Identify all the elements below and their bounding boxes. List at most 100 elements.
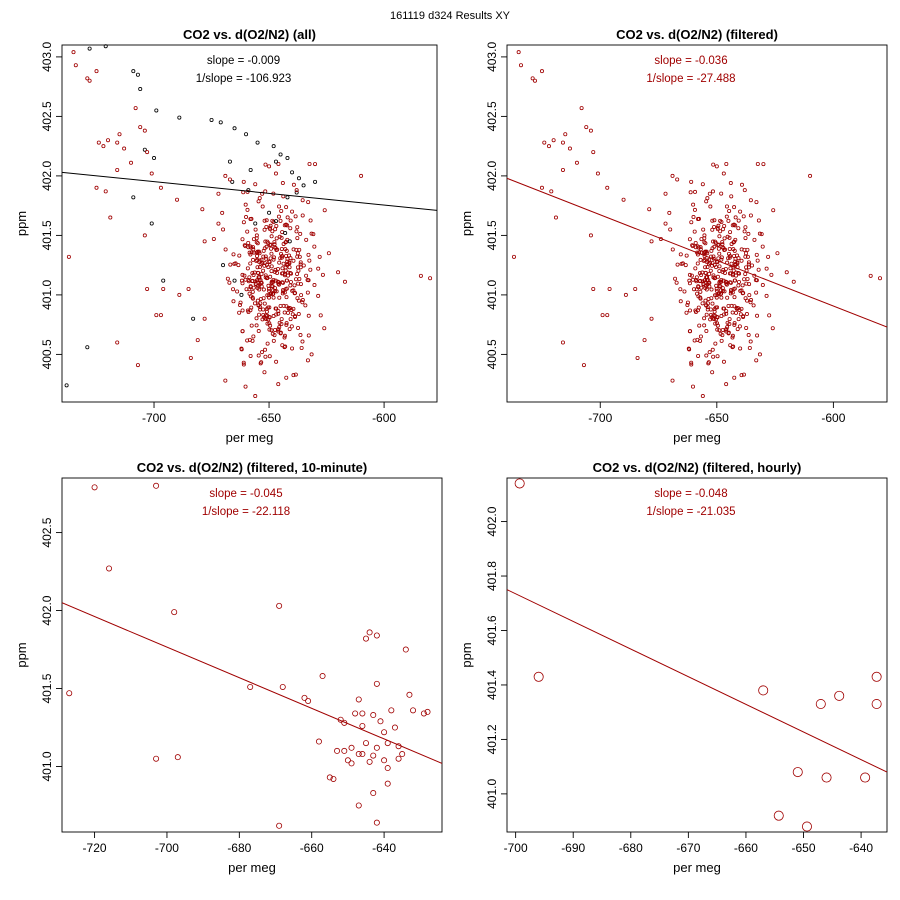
data-point <box>280 266 285 271</box>
data-point-excluded <box>290 170 295 175</box>
data-point <box>718 291 723 296</box>
data-point <box>663 221 668 226</box>
chart-panel-2: CO2 vs. d(O2/N2) (filtered) -700 -650 -600 4… <box>459 27 888 445</box>
data-point <box>245 338 250 343</box>
data-point <box>693 310 698 315</box>
data-point-hourly <box>758 685 769 696</box>
data-point <box>728 280 733 285</box>
data-point <box>696 305 701 310</box>
data-point-included <box>262 370 267 375</box>
data-point-filtered <box>675 177 680 182</box>
data-point <box>678 252 683 257</box>
data-point-10-minute <box>348 760 355 767</box>
data-point <box>280 280 285 285</box>
data-point <box>258 296 263 301</box>
data-point <box>733 215 738 220</box>
data-point <box>228 262 233 267</box>
data-point-included <box>428 276 433 281</box>
y-tick-label: 401.4 <box>485 670 499 700</box>
data-point <box>690 277 695 282</box>
data-point <box>742 247 747 252</box>
y-axis-label: ppm <box>459 642 474 667</box>
data-point <box>276 311 281 316</box>
data-point-filtered <box>808 173 813 178</box>
data-point-filtered <box>700 182 705 187</box>
data-point <box>754 252 759 257</box>
data-point-included <box>85 76 90 81</box>
data-point <box>689 273 694 278</box>
data-point <box>714 293 719 298</box>
data-point <box>730 223 735 228</box>
regression-line <box>507 177 887 328</box>
y-tick-label: 403.0 <box>485 42 499 72</box>
x-tick-label: -650 <box>257 411 281 425</box>
data-point-10-minute <box>355 696 362 703</box>
y-tick-label: 403.0 <box>40 42 54 72</box>
data-point <box>267 321 272 326</box>
data-point <box>745 254 750 259</box>
data-point <box>272 255 277 260</box>
data-point <box>712 224 717 229</box>
data-point <box>733 223 738 228</box>
data-point-excluded <box>253 221 258 226</box>
data-point <box>719 191 724 196</box>
data-point <box>254 323 259 328</box>
data-point <box>300 300 305 305</box>
data-point <box>293 214 298 219</box>
data-point <box>253 281 258 286</box>
data-point <box>751 303 756 308</box>
data-point-included <box>101 144 106 149</box>
data-point-excluded <box>248 167 253 172</box>
y-tick-label: 402.0 <box>40 595 54 625</box>
data-point <box>301 263 306 268</box>
data-point <box>274 223 279 228</box>
chart-panel-1: CO2 vs. d(O2/N2) (all) -700 -650 -600 400.5 4… <box>14 27 438 445</box>
data-point <box>739 247 744 252</box>
data-point <box>746 231 751 236</box>
data-point <box>313 162 318 167</box>
data-point <box>690 244 695 249</box>
x-tick-label: -600 <box>821 411 845 425</box>
data-point <box>244 215 249 220</box>
regression-line <box>507 589 887 773</box>
data-point <box>255 249 260 254</box>
y-tick-label: 401.2 <box>485 724 499 754</box>
data-point <box>710 189 715 194</box>
data-point-10-minute <box>91 484 98 491</box>
data-point-filtered <box>588 233 593 238</box>
y-axis-label: ppm <box>14 211 29 236</box>
data-point <box>281 261 286 266</box>
data-point <box>267 327 272 332</box>
data-point-included <box>186 286 191 291</box>
data-point <box>248 353 253 358</box>
data-point-10-minute <box>373 819 380 826</box>
data-point <box>259 284 264 289</box>
data-point <box>726 303 731 308</box>
data-point <box>750 263 755 268</box>
data-point <box>235 289 240 294</box>
data-point <box>764 293 769 298</box>
data-point <box>269 264 274 269</box>
data-point-excluded <box>313 179 318 184</box>
data-point <box>279 208 284 213</box>
data-point <box>707 350 712 355</box>
data-point <box>240 329 245 334</box>
data-point <box>250 289 255 294</box>
data-point <box>712 239 717 244</box>
data-point <box>713 321 718 326</box>
chart-panel-4: CO2 vs. d(O2/N2) (filtered, hourly) -700 -… <box>459 460 888 875</box>
data-point-10-minute <box>334 747 341 754</box>
data-point <box>282 333 287 338</box>
data-point-filtered <box>649 316 654 321</box>
y-tick-label: 401.5 <box>40 220 54 250</box>
data-point <box>740 291 745 296</box>
data-point <box>687 347 692 352</box>
data-point <box>698 338 703 343</box>
data-point <box>296 281 301 286</box>
data-point-hourly <box>533 671 544 682</box>
data-point <box>300 213 305 218</box>
data-point <box>289 271 294 276</box>
y-tick-label: 402.5 <box>40 517 54 547</box>
data-point <box>295 236 300 241</box>
data-point <box>271 295 276 300</box>
